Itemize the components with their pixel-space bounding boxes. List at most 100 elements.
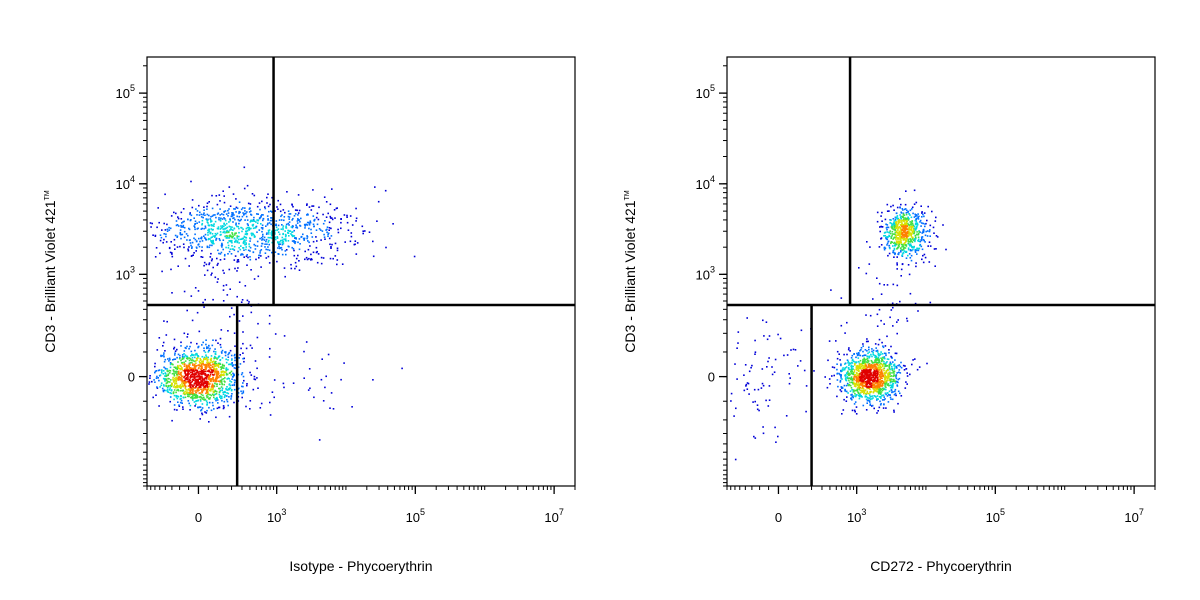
event-dot: [253, 236, 256, 238]
event-dot: [917, 213, 919, 215]
event-dot: [231, 215, 234, 217]
event-dot: [233, 245, 236, 248]
event-dot: [163, 355, 165, 358]
event-dot: [854, 374, 857, 376]
event-dot: [196, 210, 199, 212]
event-dot: [189, 239, 191, 241]
event-dot: [241, 372, 244, 374]
event-dot: [236, 215, 238, 218]
event-dot: [894, 388, 897, 391]
event-dot: [326, 228, 328, 231]
event-dot: [887, 240, 890, 243]
event-dot: [254, 360, 257, 362]
event-dot: [199, 377, 202, 379]
event-dot: [210, 221, 212, 223]
event-dot: [199, 361, 201, 364]
event-dot: [891, 383, 894, 386]
event-dot: [197, 345, 200, 348]
event-dot: [224, 219, 227, 222]
event-dot: [155, 247, 158, 249]
event-dot: [184, 387, 187, 389]
event-dot: [154, 235, 157, 237]
event-dot: [260, 249, 263, 251]
event-dot: [297, 219, 300, 221]
event-dot: [207, 229, 209, 232]
event-dot: [873, 363, 876, 366]
event-dot: [253, 243, 255, 246]
event-dot: [212, 378, 215, 381]
event-dot: [856, 380, 858, 383]
event-dot: [847, 360, 850, 363]
event-dot: [882, 368, 885, 370]
event-dot: [229, 248, 232, 250]
event-dot: [311, 258, 313, 261]
event-dot: [205, 263, 208, 266]
event-dot: [209, 397, 211, 399]
event-dot: [227, 237, 229, 239]
event-dot: [878, 308, 881, 311]
event-dot: [224, 377, 226, 379]
event-dot: [848, 363, 851, 365]
event-dot: [243, 249, 245, 251]
event-dot: [880, 384, 882, 387]
event-dot: [215, 380, 218, 383]
event-dot: [322, 222, 325, 225]
event-dot: [256, 240, 259, 243]
event-dot: [869, 364, 872, 367]
event-dot: [183, 290, 186, 293]
event-dot: [308, 206, 311, 208]
event-dot: [898, 221, 900, 224]
event-dot: [893, 220, 895, 222]
event-dot: [254, 378, 257, 381]
event-dot: [212, 239, 214, 242]
event-dot: [206, 383, 209, 385]
event-dot: [862, 367, 864, 370]
event-dot: [193, 225, 195, 227]
event-dot: [897, 319, 899, 321]
event-dot: [233, 367, 236, 369]
event-dot: [848, 384, 851, 386]
event-dot: [215, 195, 218, 197]
event-dot: [221, 246, 223, 248]
event-dot: [175, 394, 177, 397]
event-dot: [879, 226, 881, 228]
event-dot: [215, 416, 217, 419]
event-dot: [896, 241, 899, 244]
event-dot: [215, 399, 217, 402]
event-dot: [208, 376, 211, 378]
event-dot: [846, 353, 848, 356]
event-dot: [189, 363, 191, 366]
event-dot: [848, 364, 850, 367]
event-dot: [203, 261, 206, 264]
event-dot: [269, 219, 272, 222]
event-dot: [835, 340, 837, 342]
event-dot: [886, 335, 888, 338]
event-dot: [236, 261, 238, 263]
event-dot: [209, 231, 212, 234]
event-dot: [875, 356, 878, 358]
event-dot: [166, 382, 169, 384]
event-dot: [848, 347, 850, 349]
event-dot: [897, 234, 899, 237]
event-dot: [231, 378, 233, 380]
event-dot: [216, 407, 219, 410]
event-dot: [879, 383, 882, 385]
event-dot: [901, 253, 904, 255]
event-dot: [191, 375, 194, 378]
event-dot: [899, 235, 901, 237]
event-dot: [901, 228, 903, 231]
event-dot: [174, 352, 176, 354]
event-dot: [830, 289, 832, 291]
event-dot: [245, 347, 248, 350]
event-dot: [897, 229, 899, 231]
event-dot: [198, 221, 201, 223]
event-dot: [867, 364, 870, 366]
event-dot: [243, 214, 245, 216]
event-dot: [277, 247, 279, 249]
event-dot: [253, 216, 255, 219]
event-dot: [242, 212, 244, 214]
event-dot: [854, 364, 856, 366]
event-dot: [318, 228, 321, 230]
event-dot: [242, 357, 244, 360]
